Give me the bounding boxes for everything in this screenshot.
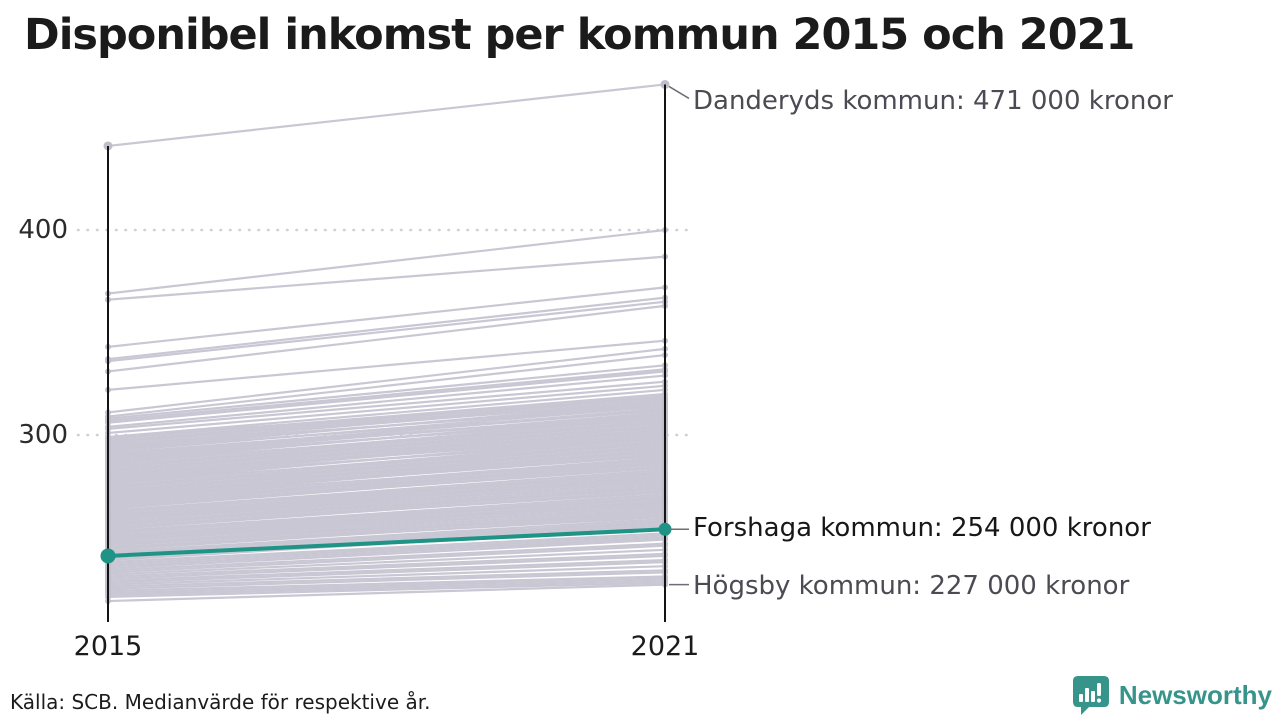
x-axis-label-2015: 2015 [73,631,143,662]
newsworthy-logo: Newsworthy [1072,675,1272,716]
x-axis-label-2021: 2021 [630,631,700,662]
y-axis-tick-300: 300 [18,420,68,450]
y-axis-tick-400: 400 [18,215,68,245]
newsworthy-logo-icon [1072,676,1109,715]
newsworthy-logo-text: Newsworthy [1118,680,1272,710]
source-note: Källa: SCB. Medianvärde för respektive å… [10,690,431,714]
chart-title: Disponibel inkomst per kommun 2015 och 2… [24,10,1135,60]
annotation-danderyd: Danderyds kommun: 471 000 kronor [693,86,1173,116]
annotation-hogsby: Högsby kommun: 227 000 kronor [693,571,1130,601]
annotation-forshaga: Forshaga kommun: 254 000 kronor [693,513,1151,543]
